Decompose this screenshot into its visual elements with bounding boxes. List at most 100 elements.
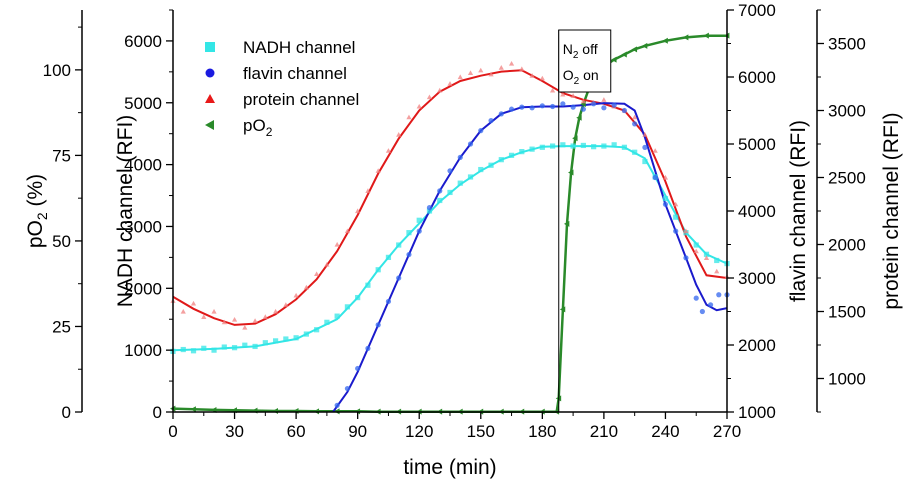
flavin-point: [580, 106, 586, 112]
gas-switch-label-line2: O2 on: [563, 67, 599, 87]
protein-point: [508, 61, 515, 66]
po2-tick-label: 50: [52, 232, 71, 251]
nadh-tick-label: 0: [153, 403, 162, 422]
flavin-point: [549, 103, 556, 110]
protein-tick-label: 2500: [828, 169, 866, 188]
flavin-point: [416, 228, 422, 234]
po2-axis-title: pO2 (%): [24, 174, 50, 248]
flavin-point: [539, 103, 545, 109]
flavin-point: [385, 298, 392, 305]
nadh-point: [211, 347, 217, 353]
x-tick-label: 180: [528, 422, 556, 441]
nadh-point: [591, 144, 597, 150]
protein-point: [221, 319, 227, 325]
flavin-point: [375, 322, 381, 328]
po2-point: [621, 51, 627, 58]
po2-point: [662, 37, 668, 44]
legend-label-protein: protein channel: [243, 90, 359, 109]
protein-tick-label: 2000: [828, 236, 866, 255]
nadh-point: [539, 144, 545, 150]
nadh-point: [549, 143, 556, 149]
po2-point: [576, 114, 582, 121]
protein-tick-label: 1500: [828, 303, 866, 322]
nadh-point: [529, 146, 535, 152]
protein-point: [242, 324, 248, 330]
x-tick-label: 0: [168, 422, 177, 441]
protein-point: [601, 97, 607, 102]
protein-point: [396, 132, 402, 137]
nadh-point: [426, 208, 433, 214]
x-tick-label: 120: [405, 422, 433, 441]
x-tick-label: 30: [225, 422, 244, 441]
flavin-point: [642, 144, 648, 150]
nadh-point: [303, 331, 309, 337]
nadh-point: [488, 162, 494, 168]
po2-point: [272, 407, 278, 414]
nadh-axis-title: NADH channel (RFI): [114, 115, 137, 308]
protein-point: [693, 248, 699, 254]
nadh-point: [385, 254, 392, 260]
po2-point: [611, 56, 617, 63]
nadh-point: [396, 242, 402, 248]
flavin-point: [699, 308, 705, 315]
nadh-tick-label: 2000: [124, 279, 162, 298]
protein-point: [529, 73, 535, 78]
flavin-tick-label: 6000: [738, 68, 776, 87]
nadh-point: [375, 267, 381, 273]
annotation-box: N2 off O2 on: [558, 29, 612, 412]
protein-point: [467, 70, 474, 76]
flavin-point: [683, 255, 689, 261]
nadh-point: [519, 149, 525, 155]
nadh-point: [180, 346, 186, 353]
po2-point: [703, 32, 709, 39]
nadh-point: [355, 294, 361, 301]
nadh-point: [406, 230, 412, 236]
flavin-point: [467, 141, 474, 147]
protein-tick-label: 3000: [828, 102, 866, 121]
flavin-point: [447, 168, 453, 174]
nadh-point: [478, 166, 484, 173]
protein-point: [447, 81, 453, 86]
po2-point: [568, 169, 574, 176]
flavin-point: [707, 302, 714, 308]
nadh-point: [632, 149, 638, 155]
flavin-point: [498, 111, 504, 117]
protein-point: [252, 318, 258, 323]
nadh-point: [283, 336, 289, 342]
axes: 0 30 60 90 120 150 180 210 240 270025507510001000…: [43, 1, 866, 441]
legend-label-nadh: NADH channel: [243, 38, 355, 57]
flavin-point: [591, 101, 597, 107]
protein-point: [683, 228, 689, 234]
nadh-point: [201, 345, 207, 351]
flavin-point: [570, 104, 576, 110]
x-tick-label: 60: [287, 422, 306, 441]
flavin-tick-label: 1000: [738, 403, 776, 422]
flavin-point: [519, 104, 525, 110]
nadh-point: [334, 313, 340, 319]
flavin-tick-label: 4000: [738, 202, 776, 221]
nadh-fit-line: [172, 145, 728, 352]
x-tick-label: 210: [590, 422, 618, 441]
nadh-point: [457, 180, 463, 186]
flavin-tick-label: 7000: [738, 1, 776, 20]
protein-point: [560, 91, 566, 97]
legend: NADH channel flavin channel protein chan…: [205, 38, 359, 139]
flavin-point: [632, 121, 638, 127]
nadh-point: [560, 142, 566, 148]
nadh-point: [467, 174, 474, 180]
po2-point: [682, 34, 689, 41]
po2-point: [641, 42, 648, 49]
protein-point: [365, 188, 371, 193]
protein-point: [457, 74, 463, 80]
nadh-point: [190, 348, 197, 354]
nadh-point: [231, 345, 238, 351]
nadh-point: [570, 143, 576, 149]
protein-point: [580, 98, 586, 104]
protein-point: [344, 228, 351, 234]
nadh-point: [642, 158, 648, 165]
protein-point: [498, 65, 504, 70]
flavin-point: [355, 365, 361, 372]
protein-point: [211, 308, 217, 314]
nadh-tick-label: 3000: [124, 217, 162, 236]
protein-point: [478, 67, 484, 73]
